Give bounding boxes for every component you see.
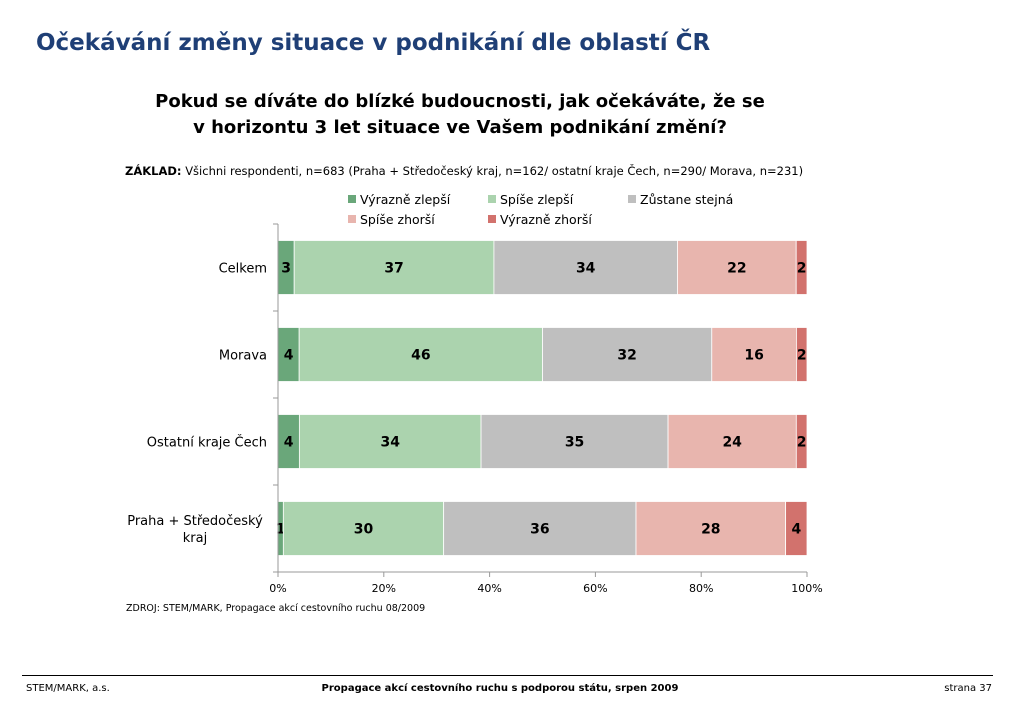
legend-swatch-vyrazne-zhorsi xyxy=(488,215,496,223)
page-title: Očekávání změny situace v podnikání dle … xyxy=(36,30,711,56)
legend-label-spise-zlepsi: Spíše zlepší xyxy=(500,192,574,207)
legend-label-vyrazne-zlepsi: Výrazně zlepší xyxy=(360,192,451,207)
data-label-praha-stredocesky-kraj-spise-zhorsi: 28 xyxy=(701,522,720,538)
base-label: ZÁKLAD: xyxy=(125,164,182,178)
data-label-ostatni-kraje-cech-spise-zlepsi: 34 xyxy=(380,435,400,451)
sample-base: ZÁKLAD: Všichni respondenti, n=683 (Prah… xyxy=(125,164,803,178)
question-line-1: Pokud se díváte do blízké budoucnosti, j… xyxy=(155,91,765,112)
data-label-ostatni-kraje-cech-vyrazne-zlepsi: 4 xyxy=(284,435,294,451)
data-label-ostatni-kraje-cech-spise-zhorsi: 24 xyxy=(722,435,742,451)
data-label-celkem-spise-zhorsi: 22 xyxy=(727,261,746,277)
bar-ostatni-kraje-cech-zustane-stejna xyxy=(480,414,669,469)
legend-swatch-spise-zhorsi xyxy=(348,215,356,223)
data-label-celkem-vyrazne-zhorsi: 2 xyxy=(797,261,807,277)
bar-morava-vyrazne-zhorsi xyxy=(796,327,808,382)
x-tick-label-80: 80% xyxy=(689,582,713,595)
footer-divider xyxy=(22,675,993,676)
data-label-praha-stredocesky-kraj-spise-zlepsi: 30 xyxy=(354,522,374,538)
category-label-ostatni-kraje-cech: Ostatní kraje Čech xyxy=(147,435,267,451)
legend-label-vyrazne-zhorsi: Výrazně zhorší xyxy=(500,212,592,227)
x-tick-label-20: 20% xyxy=(372,582,396,595)
data-label-morava-vyrazne-zlepsi: 4 xyxy=(284,348,294,364)
data-label-ostatni-kraje-cech-zustane-stejna: 35 xyxy=(565,435,584,451)
category-label-morava: Morava xyxy=(219,349,267,364)
bar-celkem-spise-zlepsi xyxy=(293,240,495,295)
legend-label-spise-zhorsi: Spíše zhorší xyxy=(360,212,435,227)
question-line-2: v horizontu 3 let situace ve Vašem podni… xyxy=(193,117,727,138)
legend-swatch-spise-zlepsi xyxy=(488,195,496,203)
x-tick-label-100: 100% xyxy=(791,582,822,595)
data-label-morava-spise-zlepsi: 46 xyxy=(411,348,430,364)
data-label-celkem-zustane-stejna: 34 xyxy=(576,261,596,277)
bar-morava-zustane-stejna xyxy=(542,327,713,382)
data-label-praha-stredocesky-kraj-vyrazne-zlepsi: 1 xyxy=(276,522,286,538)
bar-praha-stredocesky-kraj-zustane-stejna xyxy=(443,501,637,556)
category-label-praha-stredocesky-kraj: Praha + Středočeský kraj xyxy=(127,514,263,546)
bar-ostatni-kraje-cech-vyrazne-zhorsi xyxy=(795,414,808,469)
bar-celkem-vyrazne-zhorsi xyxy=(795,240,808,295)
page-number: strana 37 xyxy=(944,683,992,694)
x-tick-label-40: 40% xyxy=(477,582,501,595)
data-label-morava-zustane-stejna: 32 xyxy=(617,348,636,364)
data-label-ostatni-kraje-cech-vyrazne-zhorsi: 2 xyxy=(797,435,807,451)
survey-question: Pokud se díváte do blízké budoucnosti, j… xyxy=(60,89,860,141)
legend-swatch-vyrazne-zlepsi xyxy=(348,195,356,203)
bar-celkem-spise-zhorsi xyxy=(677,240,797,295)
base-text: Všichni respondenti, n=683 (Praha + Stře… xyxy=(185,164,804,178)
data-label-morava-vyrazne-zhorsi: 2 xyxy=(797,348,807,364)
category-label-celkem: Celkem xyxy=(219,262,267,277)
x-tick-label-0: 0% xyxy=(269,582,286,595)
bar-celkem-zustane-stejna xyxy=(493,240,678,295)
bar-morava-spise-zlepsi xyxy=(298,327,543,382)
data-label-praha-stredocesky-kraj-vyrazne-zhorsi: 4 xyxy=(791,522,801,538)
data-label-praha-stredocesky-kraj-zustane-stejna: 36 xyxy=(530,522,549,538)
footer-project: Propagace akcí cestovního ruchu s podpor… xyxy=(321,683,679,694)
x-tick-label-60: 60% xyxy=(583,582,607,595)
data-label-celkem-spise-zlepsi: 37 xyxy=(384,261,403,277)
data-label-celkem-vyrazne-zlepsi: 3 xyxy=(281,261,291,277)
legend-label-zustane-stejna: Zůstane stejná xyxy=(640,192,733,207)
footer-company: STEM/MARK, a.s. xyxy=(26,683,110,694)
bar-ostatni-kraje-cech-spise-zlepsi xyxy=(298,414,482,469)
data-label-morava-spise-zhorsi: 16 xyxy=(744,348,763,364)
source-note: ZDROJ: STEM/MARK, Propagace akcí cestovn… xyxy=(126,603,426,614)
bar-praha-stredocesky-kraj-vyrazne-zhorsi xyxy=(785,501,808,556)
legend-swatch-zustane-stejna xyxy=(628,195,636,203)
bar-morava-spise-zhorsi xyxy=(711,327,797,382)
